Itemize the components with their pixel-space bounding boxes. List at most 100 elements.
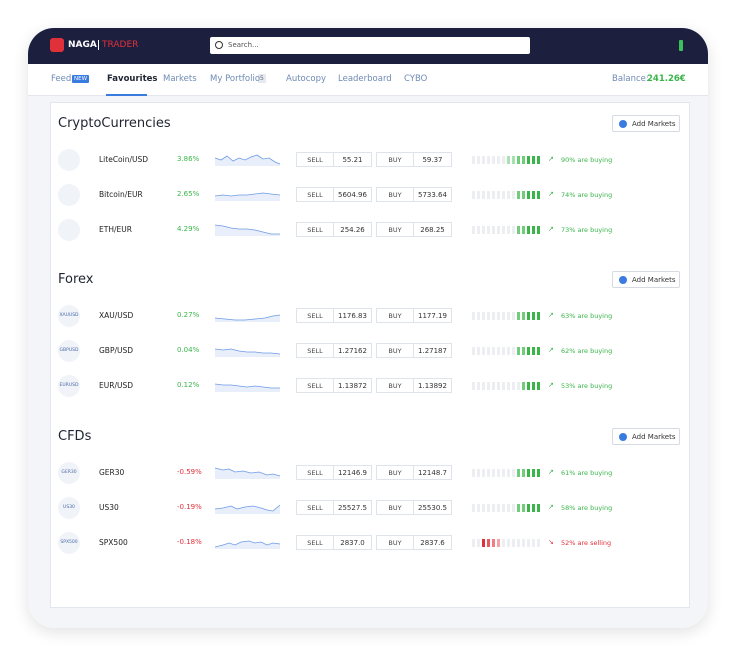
sentiment-bar — [532, 504, 535, 512]
sell-label[interactable]: SELL — [296, 152, 334, 167]
nav-tab[interactable]: Leaderboard — [338, 74, 392, 84]
sentiment-bar — [517, 312, 520, 320]
buy-price[interactable]: 1.13892 — [413, 378, 452, 393]
buy-price[interactable]: 1.27187 — [413, 343, 452, 358]
sentiment-bar — [497, 347, 500, 355]
add-markets-button[interactable]: Add Markets — [612, 428, 680, 445]
sparkline — [215, 314, 281, 322]
add-markets-button[interactable]: Add Markets — [612, 115, 680, 132]
sentiment-bar — [477, 312, 480, 320]
sell-price[interactable]: 1.13872 — [333, 378, 372, 393]
market-name[interactable]: US30 — [99, 503, 119, 512]
sell-label[interactable]: SELL — [296, 308, 334, 323]
nav-bar — [28, 64, 708, 96]
buy-price[interactable]: 12148.7 — [413, 465, 452, 480]
buy-price[interactable]: 1177.19 — [413, 308, 452, 323]
portfolio-badge: 5 — [258, 74, 266, 83]
sentiment-bar — [482, 312, 485, 320]
sell-label[interactable]: SELL — [296, 535, 334, 550]
nav-tab[interactable]: My Portfolio — [210, 74, 261, 84]
sell-price[interactable]: 254.26 — [333, 222, 372, 237]
sell-label[interactable]: SELL — [296, 222, 334, 237]
trend-arrow: ↗ — [548, 155, 554, 163]
sentiment-bar — [507, 347, 510, 355]
market-name[interactable]: XAU/USD — [99, 311, 134, 320]
buy-price[interactable]: 2837.6 — [413, 535, 452, 550]
logo-sub: TRADER — [98, 40, 138, 50]
add-markets-button[interactable]: Add Markets — [612, 271, 680, 288]
feed-badge: NEW — [72, 75, 90, 83]
sell-label[interactable]: SELL — [296, 500, 334, 515]
sentiment-bar — [512, 312, 515, 320]
sentiment-bar — [472, 191, 475, 199]
sentiment-bar — [477, 382, 480, 390]
sell-label[interactable]: SELL — [296, 343, 334, 358]
buy-price[interactable]: 268.25 — [413, 222, 452, 237]
change: 4.29% — [177, 225, 200, 233]
sell-label[interactable]: SELL — [296, 465, 334, 480]
nav-tab[interactable]: Favourites — [107, 74, 158, 84]
sentiment-bar — [477, 469, 480, 477]
search-box[interactable]: Search... — [210, 37, 530, 54]
buy-label[interactable]: BUY — [376, 500, 414, 515]
sentiment-bar — [527, 191, 530, 199]
market-name[interactable]: GER30 — [99, 468, 125, 477]
buy-price[interactable]: 25530.5 — [413, 500, 452, 515]
logo: NAGA — [68, 40, 97, 50]
sentiment-bar — [532, 156, 535, 164]
sentiment-bar — [537, 504, 540, 512]
buy-price[interactable]: 5733.64 — [413, 187, 452, 202]
sentiment-bar — [512, 156, 515, 164]
nav-tab[interactable]: Markets — [163, 74, 197, 84]
change: 0.27% — [177, 311, 200, 319]
buy-label[interactable]: BUY — [376, 378, 414, 393]
market-name[interactable]: Bitcoin/EUR — [99, 190, 143, 199]
nav-tab[interactable]: Autocopy — [286, 74, 327, 84]
sentiment-bar — [517, 191, 520, 199]
buy-label[interactable]: BUY — [376, 343, 414, 358]
nav-tab[interactable]: CYBO — [404, 74, 428, 84]
sell-label[interactable]: SELL — [296, 378, 334, 393]
sentiment-bar — [527, 469, 530, 477]
sentiment: 62% are buying — [561, 347, 613, 355]
sentiment-bar — [537, 191, 540, 199]
sentiment-bar — [507, 226, 510, 234]
balance[interactable]: 241.26€ — [647, 74, 686, 84]
sell-price[interactable]: 1.27162 — [333, 343, 372, 358]
sell-price[interactable]: 12146.9 — [333, 465, 372, 480]
market-name[interactable]: LiteCoin/USD — [99, 155, 149, 164]
market-name[interactable]: EUR/USD — [99, 381, 133, 390]
buy-label[interactable]: BUY — [376, 308, 414, 323]
buy-label[interactable]: BUY — [376, 152, 414, 167]
sentiment-bar — [487, 382, 490, 390]
buy-label[interactable]: BUY — [376, 465, 414, 480]
market-name[interactable]: SPX500 — [99, 538, 128, 547]
sell-price[interactable]: 1176.83 — [333, 308, 372, 323]
favourites-panel — [50, 102, 690, 608]
buy-price[interactable]: 59.37 — [413, 152, 452, 167]
sentiment: 63% are buying — [561, 312, 613, 320]
sentiment-bar — [537, 347, 540, 355]
market-name[interactable]: GBP/USD — [99, 346, 134, 355]
trend-arrow: ↗ — [548, 468, 554, 476]
trend-arrow: ↗ — [548, 503, 554, 511]
top-bar: NAGA TRADER Search... — [28, 28, 708, 64]
sell-price[interactable]: 55.21 — [333, 152, 372, 167]
buy-label[interactable]: BUY — [376, 187, 414, 202]
sentiment-bar — [522, 347, 525, 355]
sell-price[interactable]: 25527.5 — [333, 500, 372, 515]
sell-price[interactable]: 2837.0 — [333, 535, 372, 550]
sparkline — [215, 467, 281, 479]
sentiment-bar — [527, 504, 530, 512]
sentiment-bar — [482, 504, 485, 512]
sell-price[interactable]: 5604.96 — [333, 187, 372, 202]
nav-tab[interactable]: Feed — [51, 74, 72, 84]
sentiment-bar — [537, 382, 540, 390]
sentiment-bar — [522, 469, 525, 477]
sell-label[interactable]: SELL — [296, 187, 334, 202]
market-name[interactable]: ETH/EUR — [99, 225, 132, 234]
buy-label[interactable]: BUY — [376, 535, 414, 550]
sentiment-bar — [497, 226, 500, 234]
buy-label[interactable]: BUY — [376, 222, 414, 237]
